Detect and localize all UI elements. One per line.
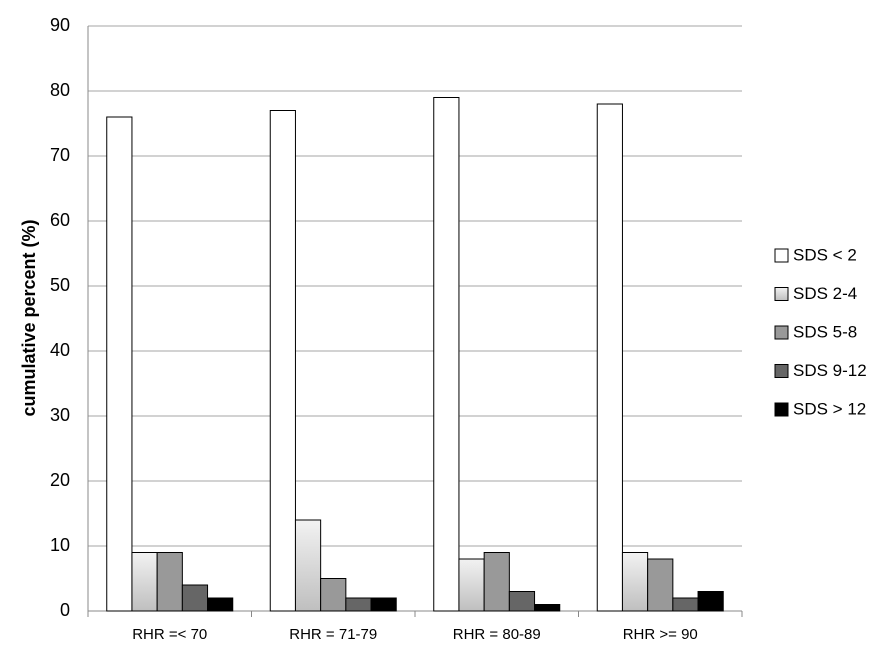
legend-label: SDS > 12 xyxy=(793,399,866,418)
bar xyxy=(534,604,561,612)
y-tick-label: 30 xyxy=(50,405,70,425)
y-tick-label: 0 xyxy=(60,600,70,620)
legend-swatch xyxy=(774,325,789,340)
bar xyxy=(508,591,536,612)
bar xyxy=(294,519,322,612)
y-tick-label: 20 xyxy=(50,470,70,490)
bar xyxy=(345,597,372,612)
bar xyxy=(647,558,674,612)
legend-swatch xyxy=(774,287,789,301)
bar xyxy=(269,110,296,612)
bar xyxy=(181,584,209,612)
legend-label: SDS 5-8 xyxy=(793,322,857,341)
bar xyxy=(621,552,649,612)
bar xyxy=(106,116,133,612)
y-axis-label: cumulative percent (%) xyxy=(19,219,39,416)
y-tick-label: 40 xyxy=(50,340,70,360)
x-tick-label: RHR = 71-79 xyxy=(289,626,377,643)
bar xyxy=(483,552,510,612)
bar xyxy=(672,597,699,612)
y-tick-label: 10 xyxy=(50,535,70,555)
legend-swatch xyxy=(774,248,789,263)
bar xyxy=(156,552,183,612)
y-tick-label: 60 xyxy=(50,210,70,230)
x-tick-label: RHR = 80-89 xyxy=(453,626,541,643)
legend-label: SDS < 2 xyxy=(793,245,857,264)
legend-swatch xyxy=(774,402,789,417)
bar xyxy=(207,597,234,612)
bar xyxy=(320,578,347,612)
y-tick-label: 90 xyxy=(50,15,70,35)
bar xyxy=(596,103,623,612)
x-tick-label: RHR >= 90 xyxy=(623,626,698,643)
bar xyxy=(458,558,485,612)
bar xyxy=(697,591,724,612)
y-tick-label: 80 xyxy=(50,80,70,100)
bar xyxy=(131,552,158,612)
bar xyxy=(433,97,460,612)
legend-label: SDS 9-12 xyxy=(793,361,867,380)
legend-label: SDS 2-4 xyxy=(793,284,857,303)
bar xyxy=(370,597,397,612)
legend-swatch xyxy=(774,364,789,378)
x-tick-label: RHR =< 70 xyxy=(132,626,207,643)
y-tick-label: 50 xyxy=(50,275,70,295)
y-tick-label: 70 xyxy=(50,145,70,165)
